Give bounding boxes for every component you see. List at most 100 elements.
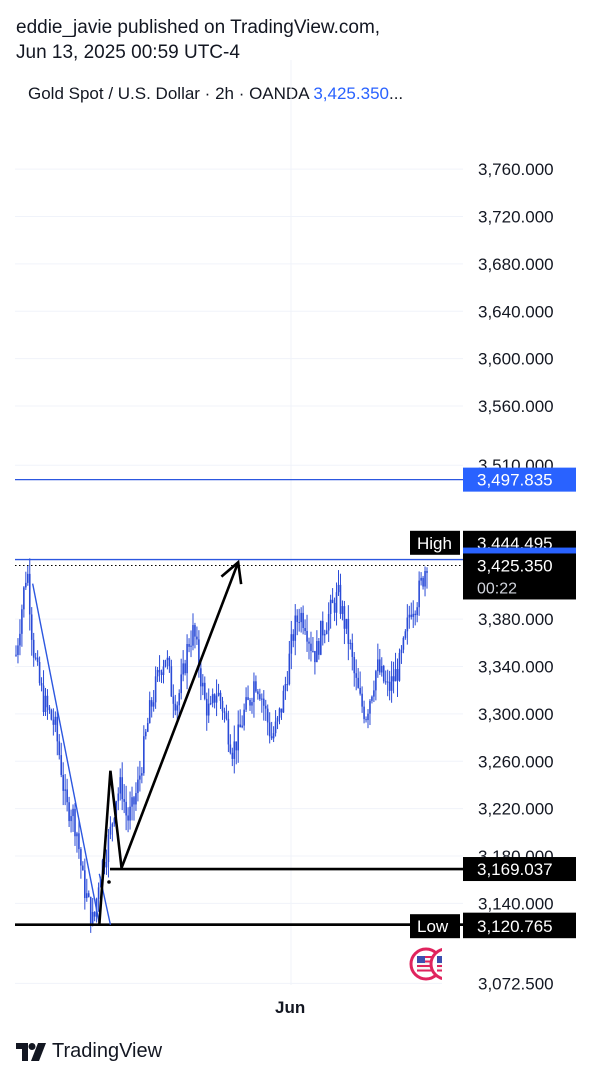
y-axis-tick-label: 3,072.500: [478, 974, 554, 993]
candle-body: [329, 599, 332, 615]
symbol-legend[interactable]: Gold Spot / U.S. Dollar · 2h · OANDA 3,4…: [28, 84, 403, 104]
candle-body: [203, 682, 206, 699]
candle-body: [349, 642, 352, 644]
chart-dot: [107, 880, 111, 884]
candle-body: [40, 683, 43, 686]
price-label-text: 3,425.350: [477, 556, 553, 575]
candle-body: [162, 666, 165, 675]
candle-body: [76, 833, 78, 837]
candle-body: [184, 663, 186, 674]
candle-body: [89, 896, 92, 924]
flag-icon-clip: [442, 945, 463, 985]
candle-body: [386, 681, 389, 683]
us-flag-icon-stripe: [417, 965, 435, 967]
candle-body: [286, 684, 289, 686]
candle-body: [410, 614, 413, 617]
candle-body: [253, 681, 255, 703]
candle-body: [282, 690, 285, 713]
candle-body: [17, 645, 19, 655]
candle-body: [406, 617, 409, 632]
candle-body: [188, 644, 190, 647]
candle-body: [119, 777, 122, 794]
candle-body: [255, 681, 257, 692]
price-label-dark[interactable]: [463, 914, 576, 939]
candle-body: [337, 584, 340, 593]
candle-body: [97, 887, 100, 899]
drawn-arrow-line[interactable]: [120, 561, 240, 869]
drawn-arrow-head[interactable]: [220, 559, 243, 585]
candle-body: [160, 672, 163, 675]
candle-body: [237, 724, 240, 751]
price-label-text: 3,497.835: [477, 471, 553, 490]
candle-body: [227, 718, 230, 745]
candle-body: [32, 639, 35, 658]
candle-body: [221, 700, 224, 712]
candle-body: [292, 634, 295, 641]
candle-body: [331, 599, 334, 603]
price-label-blue[interactable]: [463, 467, 576, 492]
candle-body: [412, 613, 415, 617]
candle-body: [64, 789, 66, 791]
price-label-text: 3,120.765: [477, 917, 553, 936]
candle-body: [392, 676, 395, 682]
y-axis-tick-label: 3,640.000: [478, 302, 554, 321]
candle-body: [139, 775, 141, 780]
tradingview-logo[interactable]: TradingView: [16, 1040, 162, 1063]
candle-body: [371, 696, 373, 701]
candle-body: [42, 685, 45, 713]
candle-body: [205, 698, 208, 716]
candle-body: [170, 666, 173, 697]
candle-body: [209, 703, 212, 705]
candle-body: [133, 797, 135, 805]
candle-body: [398, 652, 401, 681]
candle-body: [26, 573, 29, 583]
candle-body: [44, 695, 47, 713]
candle-body: [316, 641, 318, 663]
candle-body: [231, 752, 234, 759]
candle-body: [400, 649, 403, 653]
candle-body: [296, 615, 299, 623]
candle-body: [166, 657, 169, 661]
candle-body: [107, 834, 110, 863]
candle-body: [404, 631, 407, 638]
candle-body: [211, 694, 214, 704]
price-label-dark[interactable]: [463, 857, 576, 882]
candle-body: [359, 687, 361, 694]
x-axis-tick-label: Jun: [275, 998, 305, 1017]
candle-body: [345, 618, 348, 629]
price-tag-text: Low: [417, 917, 449, 936]
candle-body: [270, 736, 273, 739]
candle-body: [117, 793, 120, 802]
candle-body: [174, 703, 177, 711]
candle-body: [300, 612, 302, 623]
candle-body: [347, 618, 350, 644]
candle-body: [23, 587, 25, 610]
drawn-polyline[interactable]: [98, 770, 123, 925]
candle-body: [426, 571, 428, 573]
candle-body: [325, 630, 328, 634]
candle-body: [422, 577, 424, 587]
candle-body: [318, 641, 320, 655]
candle-body: [249, 699, 251, 706]
candle-body: [241, 725, 243, 728]
candle-body: [268, 722, 271, 737]
y-axis-tick-label: 3,680.000: [478, 255, 554, 274]
trendline[interactable]: [31, 583, 100, 924]
candle-body: [290, 634, 293, 654]
candle-body: [30, 614, 33, 640]
price-label-dark[interactable]: [463, 553, 576, 600]
candle-body: [262, 698, 265, 706]
candle-body: [294, 615, 297, 641]
candle-body: [341, 606, 344, 614]
y-axis-tick-label: 3,260.000: [478, 752, 554, 771]
candle-body: [353, 656, 356, 674]
y-axis-tick-label: 3,300.000: [478, 705, 554, 724]
candle-body: [261, 698, 263, 700]
candle-body: [302, 612, 304, 629]
candle-body: [176, 705, 179, 711]
candle-body: [223, 711, 226, 713]
publisher-line-2: Jun 13, 2025 00:59 UTC-4: [16, 42, 240, 63]
us-flag-icon-canton: [437, 956, 445, 963]
candle-body: [123, 799, 125, 802]
